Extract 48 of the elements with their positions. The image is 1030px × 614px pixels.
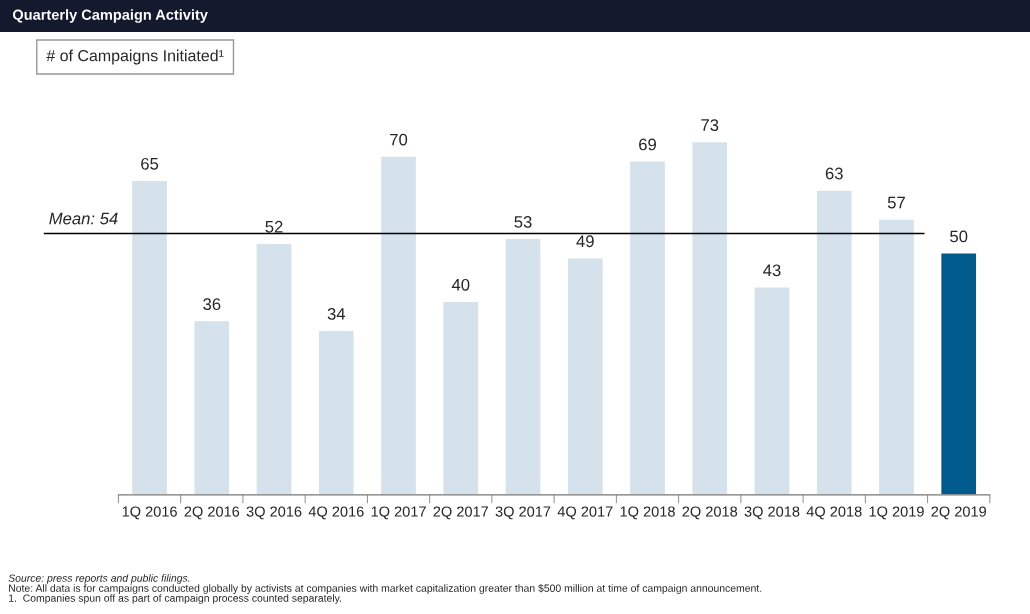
x-tick-label: 2Q 2016 bbox=[184, 506, 240, 520]
data-label: 63 bbox=[825, 167, 843, 180]
data-label: 70 bbox=[390, 133, 408, 146]
bar bbox=[815, 189, 853, 495]
data-label: 50 bbox=[950, 230, 968, 243]
data-label: 36 bbox=[203, 298, 221, 311]
bar bbox=[504, 237, 542, 495]
source-note: Source: press reports and public filings. bbox=[8, 574, 190, 584]
chart-title: Quarterly Campaign Activity bbox=[12, 9, 208, 23]
x-tick-label: 2Q 2018 bbox=[682, 506, 738, 520]
x-tick-label: 4Q 2018 bbox=[806, 506, 862, 520]
x-tick-label: 1Q 2018 bbox=[620, 506, 675, 520]
x-tick-label: 3Q 2017 bbox=[495, 506, 551, 520]
bar bbox=[255, 242, 293, 495]
chart-subtitle: # of Campaigns Initiated¹ bbox=[46, 49, 224, 65]
x-tick-label: 4Q 2017 bbox=[557, 506, 613, 520]
data-label: 43 bbox=[763, 264, 781, 277]
bar bbox=[877, 218, 916, 495]
data-label: 40 bbox=[451, 278, 470, 291]
data-label: 65 bbox=[141, 157, 159, 170]
x-tick-label: 1Q 2017 bbox=[371, 506, 426, 520]
x-tick-label: 2Q 2019 bbox=[931, 506, 986, 520]
x-tick-label: 3Q 2016 bbox=[246, 506, 302, 520]
data-label: 57 bbox=[887, 196, 905, 209]
bar bbox=[628, 160, 667, 495]
bar bbox=[753, 286, 791, 495]
ref-line-label: Mean: 54 bbox=[49, 212, 118, 225]
bar bbox=[690, 140, 729, 495]
x-tick-label: 2Q 2017 bbox=[433, 506, 489, 520]
bar bbox=[939, 252, 978, 495]
bar bbox=[317, 329, 356, 495]
bar bbox=[442, 300, 480, 495]
data-label: 49 bbox=[576, 235, 594, 248]
x-tick-label: 3Q 2018 bbox=[744, 506, 800, 520]
text: 1. Companies spun off as part of campaign process counted separately. bbox=[9, 594, 342, 604]
data-label: 73 bbox=[701, 119, 719, 131]
x-tick-label: 4Q 2016 bbox=[308, 506, 364, 520]
data-label: 69 bbox=[639, 138, 656, 151]
bar bbox=[193, 319, 231, 495]
data-label: 53 bbox=[514, 216, 532, 228]
x-tick-label: 1Q 2016 bbox=[122, 506, 177, 520]
bar bbox=[379, 155, 418, 495]
bar bbox=[566, 257, 605, 495]
x-tick-label: 1Q 2019 bbox=[869, 506, 924, 520]
data-label: 34 bbox=[327, 307, 346, 320]
data-label: 52 bbox=[265, 220, 283, 233]
bar bbox=[130, 179, 169, 495]
text: Note: All data is for campaigns conducted globally by activists at companies with market capitalization greater than $500 million at time of campaign announcement. bbox=[9, 584, 762, 594]
